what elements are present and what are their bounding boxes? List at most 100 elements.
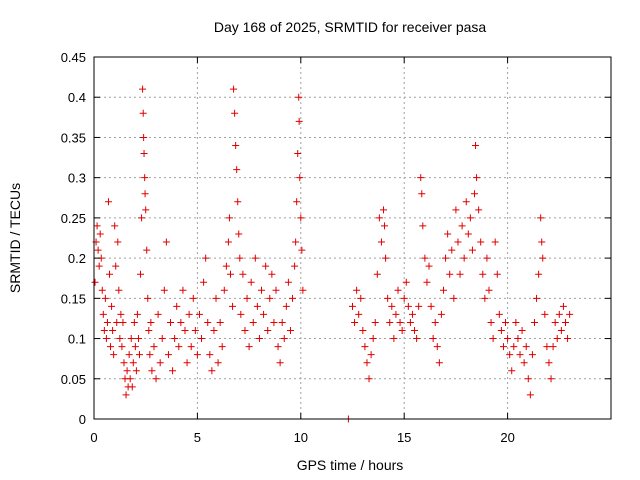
data-point	[518, 327, 526, 335]
data-point	[402, 278, 410, 286]
data-point	[229, 302, 237, 310]
data-point	[251, 254, 259, 262]
y-tick-label: 0.45	[61, 50, 86, 65]
data-point	[497, 327, 505, 335]
data-point	[510, 343, 518, 351]
data-point	[390, 335, 398, 343]
data-point	[456, 270, 464, 278]
data-point	[429, 335, 437, 343]
data-point	[499, 343, 507, 351]
data-point	[454, 238, 462, 246]
data-point	[349, 302, 356, 310]
data-point	[547, 375, 555, 383]
data-point	[289, 294, 297, 302]
data-point	[502, 318, 510, 326]
data-point	[129, 359, 137, 367]
data-point	[295, 93, 303, 101]
data-point	[140, 133, 148, 141]
data-point	[139, 109, 147, 117]
data-point	[365, 375, 373, 383]
data-point	[369, 335, 377, 343]
data-point	[404, 302, 412, 310]
data-point	[94, 246, 102, 254]
data-point	[141, 190, 149, 198]
data-point	[96, 230, 104, 238]
data-point	[293, 198, 301, 206]
data-point	[528, 351, 536, 359]
data-point	[292, 238, 300, 246]
data-point	[382, 254, 390, 262]
data-point	[137, 270, 145, 278]
data-point	[355, 310, 363, 318]
x-tick-label: 0	[90, 430, 97, 445]
data-point	[294, 150, 302, 158]
data-point	[114, 238, 122, 246]
data-point	[143, 246, 151, 254]
data-point	[93, 222, 101, 230]
y-tick-label: 0.35	[61, 130, 86, 145]
data-point	[363, 359, 371, 367]
data-point	[464, 230, 472, 238]
data-point	[353, 286, 361, 294]
data-point	[526, 391, 534, 399]
y-tick-label: 0	[79, 412, 86, 427]
data-point	[357, 294, 365, 302]
data-point	[173, 302, 181, 310]
data-point	[396, 318, 404, 326]
data-point	[152, 375, 160, 383]
data-point	[444, 230, 452, 238]
y-tick-label: 0.1	[68, 332, 86, 347]
data-point	[147, 318, 155, 326]
data-point	[110, 351, 118, 359]
data-point	[107, 343, 115, 351]
data-point	[115, 286, 123, 294]
data-point	[130, 318, 138, 326]
data-point	[539, 254, 547, 262]
data-point	[555, 310, 563, 318]
data-point	[520, 359, 528, 367]
data-point	[274, 343, 282, 351]
data-point	[99, 310, 107, 318]
data-point	[150, 343, 158, 351]
data-point	[235, 230, 243, 238]
data-point	[460, 254, 468, 262]
data-point	[377, 238, 385, 246]
data-point	[231, 109, 239, 117]
data-point	[538, 238, 546, 246]
data-point	[224, 238, 232, 246]
data-point	[177, 318, 185, 326]
data-point	[545, 359, 553, 367]
data-point	[135, 351, 143, 359]
data-point	[125, 351, 133, 359]
data-point	[466, 214, 474, 222]
data-point	[388, 302, 396, 310]
x-tick-labels: 0 5 10 15 20	[90, 430, 514, 445]
data-point	[489, 335, 497, 343]
data-point	[566, 310, 574, 318]
data-point	[468, 246, 476, 254]
data-point	[282, 302, 290, 310]
data-point	[141, 174, 149, 182]
data-point	[442, 254, 450, 262]
data-point	[258, 286, 266, 294]
data-point	[128, 383, 136, 391]
data-point	[236, 254, 244, 262]
data-point	[524, 375, 532, 383]
data-point	[169, 367, 177, 375]
data-point	[270, 318, 278, 326]
data-point	[479, 270, 487, 278]
data-point	[210, 327, 218, 335]
data-point	[234, 198, 242, 206]
chart-title: Day 168 of 2025, SRMTID for receiver pas…	[214, 19, 487, 35]
data-point	[225, 214, 233, 222]
data-point	[512, 318, 520, 326]
data-point	[100, 327, 108, 335]
data-point	[559, 302, 567, 310]
data-point	[351, 318, 359, 326]
data-point	[477, 238, 485, 246]
data-point	[103, 318, 111, 326]
data-point	[200, 278, 208, 286]
data-point	[158, 335, 166, 343]
data-point	[491, 238, 499, 246]
data-point	[253, 302, 261, 310]
